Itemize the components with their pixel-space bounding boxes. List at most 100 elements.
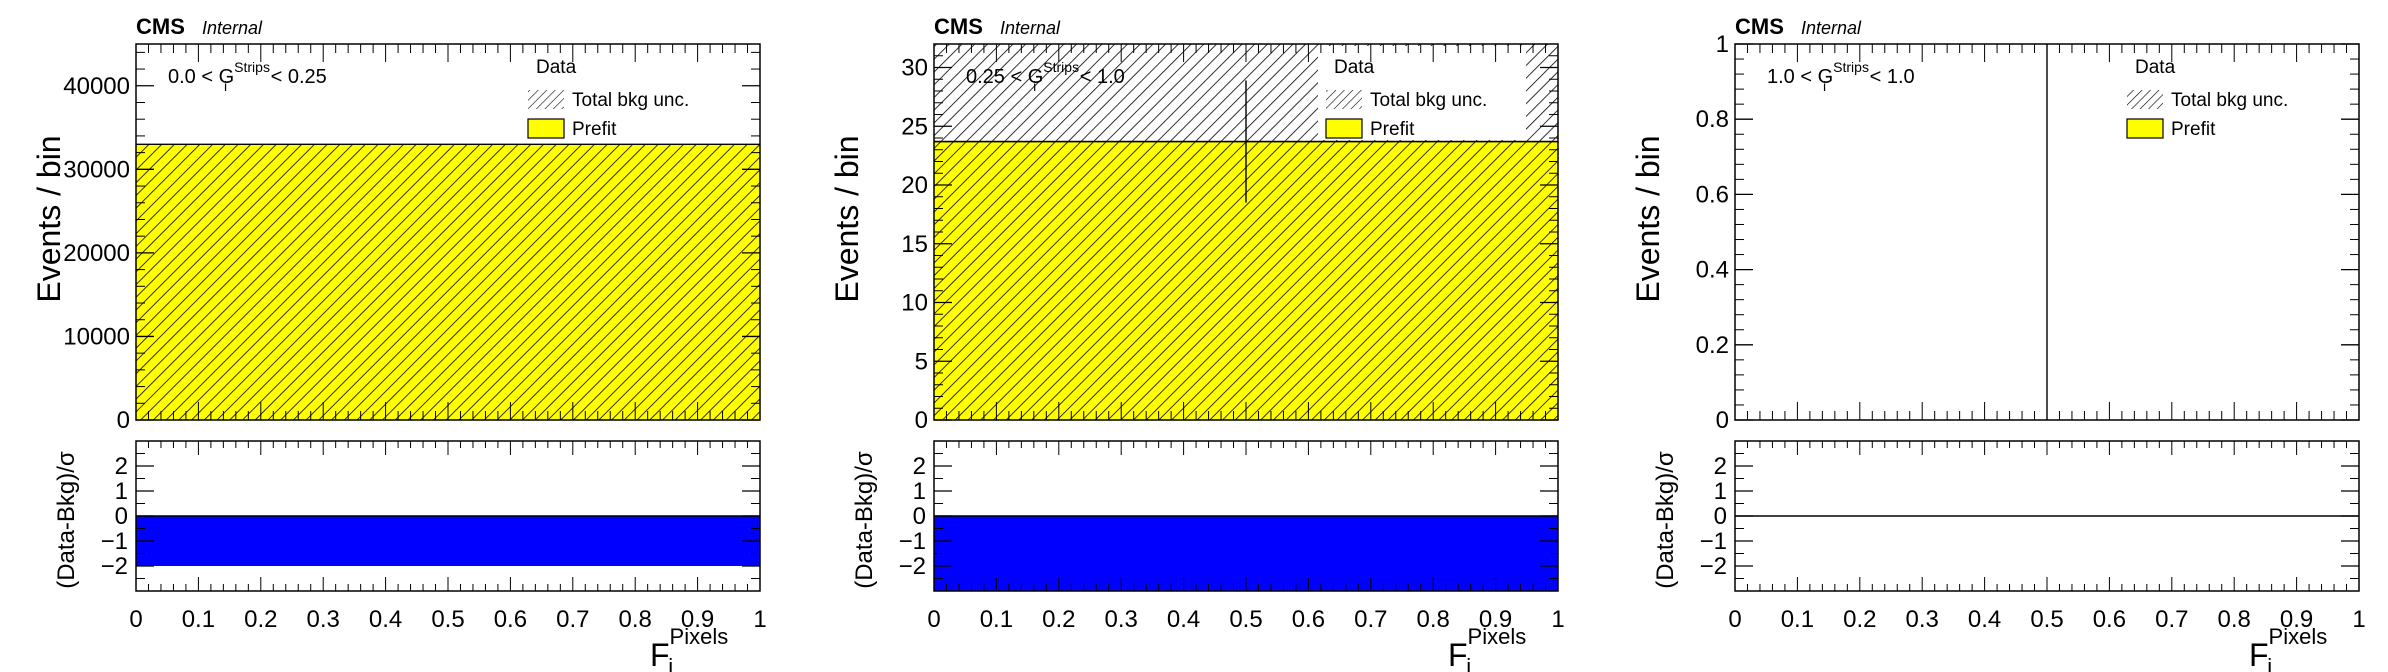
category-label: 1.0 < GStrips i < 1.0 <box>1767 59 1915 94</box>
legend-hatch-swatch <box>1326 90 1362 109</box>
x-axis-title-sup: Pixels <box>670 624 729 649</box>
x-tick-label: 0.6 <box>494 606 527 633</box>
legend-hatch-swatch <box>528 90 564 109</box>
x-tick-label: 0.7 <box>1354 606 1387 633</box>
x-tick-label: 0.7 <box>2155 606 2188 633</box>
cms-label: CMS <box>934 14 983 39</box>
x-tick-label: 0.4 <box>369 606 402 633</box>
pull-tick-label: −2 <box>1700 553 1727 580</box>
category-label-sup: Strips <box>1043 59 1079 75</box>
x-tick-label: 0.6 <box>1292 606 1325 633</box>
x-axis-title: FPixels i <box>650 624 728 672</box>
category-label: 0.0 < GStrips i < 0.25 <box>168 59 327 94</box>
x-tick-label: 0.3 <box>1906 606 1939 633</box>
pull-tick-label: −1 <box>899 528 926 555</box>
x-tick-label: 0 <box>1728 606 1741 633</box>
x-tick-label: 0.8 <box>1417 606 1450 633</box>
category-label-sup: Strips <box>234 59 270 75</box>
y-tick-label: 0 <box>117 407 130 434</box>
category-label-sub: i <box>1033 78 1036 94</box>
legend-data-label: Data <box>1334 57 1375 78</box>
x-tick-label: 0.8 <box>619 606 652 633</box>
legend-total-bkg-unc-label: Total bkg unc. <box>2171 90 2288 111</box>
pull-bar <box>136 516 760 566</box>
cms-label: CMS <box>1735 14 1784 39</box>
pull-tick-label: 2 <box>115 453 128 480</box>
pull-tick-label: 1 <box>913 478 926 505</box>
category-label-post: < 1.0 <box>1074 66 1125 88</box>
y-tick-label: 0 <box>1716 407 1729 434</box>
x-tick-label: 0.1 <box>182 606 215 633</box>
pull-tick-label: −1 <box>101 528 128 555</box>
x-axis-title-sub: i <box>1466 654 1471 672</box>
y-tick-label: 1 <box>1716 31 1729 58</box>
legend-prefit-swatch <box>2126 118 2164 139</box>
x-tick-label: 0 <box>129 606 142 633</box>
x-tick-label: 0.5 <box>1229 606 1262 633</box>
x-tick-label: 0.2 <box>1042 606 1075 633</box>
x-tick-label: 0.5 <box>431 606 464 633</box>
legend-prefit-label: Prefit <box>572 119 617 140</box>
x-tick-label: 0.2 <box>1843 606 1876 633</box>
pull-tick-label: −2 <box>101 553 128 580</box>
legend-hatch-swatch <box>2127 90 2163 109</box>
pull-tick-label: −2 <box>899 553 926 580</box>
y-tick-label: 0.8 <box>1696 106 1729 133</box>
panel-3: CMS Internal Data Total bkg unc. Prefit 1.0 <… <box>1630 14 2366 672</box>
x-tick-label: 1 <box>753 606 766 633</box>
y-tick-label: 0 <box>915 407 928 434</box>
panels-group: CMS Internal Data Total bkg unc. Prefit 0.0 <… <box>31 14 2366 672</box>
x-tick-label: 1 <box>1551 606 1564 633</box>
legend-data-label: Data <box>2135 57 2176 78</box>
y-tick-label: 15 <box>901 231 928 258</box>
y-axis-title-bottom: (Data-Bkg)/σ <box>53 451 80 589</box>
x-tick-label: 0.3 <box>307 606 340 633</box>
x-tick-label: 0.6 <box>2093 606 2126 633</box>
category-label-sup: Strips <box>1833 59 1869 75</box>
x-axis-title-sup: Pixels <box>1468 624 1527 649</box>
category-label-sub: i <box>1823 78 1826 94</box>
top-plot-area <box>136 143 760 420</box>
panel-1: CMS Internal Data Total bkg unc. Prefit 0.0 <… <box>31 14 767 672</box>
x-tick-label: 1 <box>2352 606 2365 633</box>
x-tick-label: 0.9 <box>681 606 714 633</box>
y-axis-title-top: Events / bin <box>31 135 67 302</box>
pull-tick-label: 1 <box>115 478 128 505</box>
y-axis-title-bottom: (Data-Bkg)/σ <box>851 451 878 589</box>
y-axis-title-bottom: (Data-Bkg)/σ <box>1652 451 1679 589</box>
bottom-plot-area <box>136 516 760 566</box>
category-label-post: < 0.25 <box>265 66 327 88</box>
y-tick-label: 25 <box>901 113 928 140</box>
x-axis-title: FPixels i <box>1448 624 1526 672</box>
x-tick-label: 0.1 <box>1781 606 1814 633</box>
x-tick-label: 0.8 <box>2218 606 2251 633</box>
x-tick-label: 0.4 <box>1968 606 2001 633</box>
pull-tick-label: 2 <box>1714 453 1727 480</box>
y-tick-label: 20000 <box>63 240 130 267</box>
legend-prefit-swatch <box>1325 118 1363 139</box>
internal-label: Internal <box>1801 18 1862 38</box>
x-tick-label: 0 <box>927 606 940 633</box>
total-bkg-unc-band <box>136 144 760 420</box>
y-axis-title-top: Events / bin <box>829 135 865 302</box>
pull-tick-label: 0 <box>913 503 926 530</box>
legend-total-bkg-unc-label: Total bkg unc. <box>1370 90 1487 111</box>
x-axis-title-sup: Pixels <box>2269 624 2328 649</box>
x-axis-title-sub: i <box>2267 654 2272 672</box>
y-tick-label: 5 <box>915 348 928 375</box>
pull-tick-label: 0 <box>1714 503 1727 530</box>
pull-tick-label: 2 <box>913 453 926 480</box>
y-tick-label: 0.4 <box>1696 257 1729 284</box>
x-tick-label: 0.2 <box>244 606 277 633</box>
y-tick-label: 30000 <box>63 156 130 183</box>
pull-tick-label: −1 <box>1700 528 1727 555</box>
category-label-sub: i <box>224 78 227 94</box>
internal-label: Internal <box>1000 18 1061 38</box>
x-tick-label: 0.3 <box>1105 606 1138 633</box>
pull-tick-label: 0 <box>115 503 128 530</box>
y-axis-title-top: Events / bin <box>1630 135 1666 302</box>
legend-data-label: Data <box>536 57 577 78</box>
legend-prefit-label: Prefit <box>1370 119 1415 140</box>
x-axis-title: FPixels i <box>2249 624 2327 672</box>
